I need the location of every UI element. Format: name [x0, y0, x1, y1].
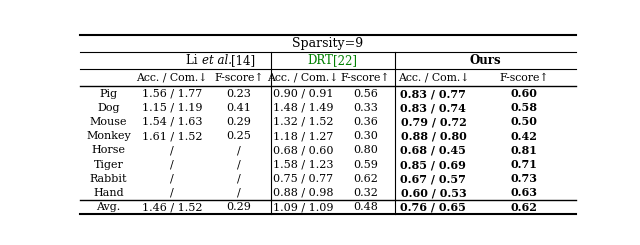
- Text: 0.50: 0.50: [511, 116, 538, 127]
- Text: F-score↑: F-score↑: [499, 73, 548, 83]
- Text: 0.83 / 0.77: 0.83 / 0.77: [401, 88, 467, 99]
- Text: 0.62: 0.62: [511, 202, 538, 213]
- Text: 0.90 / 0.91: 0.90 / 0.91: [273, 88, 333, 98]
- Text: 1.54 / 1.63: 1.54 / 1.63: [141, 117, 202, 127]
- Text: [14]: [14]: [231, 54, 255, 67]
- Text: 0.59: 0.59: [353, 159, 378, 170]
- Text: 0.88 / 0.80: 0.88 / 0.80: [401, 131, 467, 142]
- Text: Avg.: Avg.: [97, 202, 121, 212]
- Text: 0.33: 0.33: [353, 103, 378, 113]
- Text: 0.60: 0.60: [511, 88, 538, 99]
- Text: 0.76 / 0.65: 0.76 / 0.65: [401, 202, 467, 213]
- Text: 0.48: 0.48: [353, 202, 378, 212]
- Text: 0.88 / 0.98: 0.88 / 0.98: [273, 188, 333, 198]
- Text: 0.67 / 0.57: 0.67 / 0.57: [401, 173, 467, 184]
- Text: 0.81: 0.81: [511, 145, 538, 156]
- Text: 0.68 / 0.60: 0.68 / 0.60: [273, 145, 333, 155]
- Text: /: /: [170, 145, 173, 155]
- Text: 1.58 / 1.23: 1.58 / 1.23: [273, 159, 333, 170]
- Text: Horse: Horse: [92, 145, 125, 155]
- Text: /: /: [237, 145, 241, 155]
- Text: 0.80: 0.80: [353, 145, 378, 155]
- Text: 0.85 / 0.69: 0.85 / 0.69: [401, 159, 467, 170]
- Text: Pig: Pig: [99, 88, 118, 98]
- Text: Hand: Hand: [93, 188, 124, 198]
- Text: /: /: [237, 174, 241, 184]
- Text: Acc. / Com.↓: Acc. / Com.↓: [136, 73, 207, 83]
- Text: /: /: [237, 159, 241, 170]
- Text: /: /: [170, 188, 173, 198]
- Text: 1.32 / 1.52: 1.32 / 1.52: [273, 117, 333, 127]
- Text: 1.48 / 1.49: 1.48 / 1.49: [273, 103, 333, 113]
- Text: 0.36: 0.36: [353, 117, 378, 127]
- Text: Tiger: Tiger: [93, 159, 124, 170]
- Text: 1.56 / 1.77: 1.56 / 1.77: [141, 88, 202, 98]
- Text: 0.30: 0.30: [353, 131, 378, 141]
- Text: 0.75 / 0.77: 0.75 / 0.77: [273, 174, 333, 184]
- Text: et al.: et al.: [202, 54, 232, 67]
- Text: Ours: Ours: [470, 54, 501, 67]
- Text: Acc. / Com.↓: Acc. / Com.↓: [397, 73, 469, 83]
- Text: 0.41: 0.41: [227, 103, 251, 113]
- Text: 1.09 / 1.09: 1.09 / 1.09: [273, 202, 333, 212]
- Text: 0.63: 0.63: [511, 187, 538, 198]
- Text: F-score↑: F-score↑: [214, 73, 264, 83]
- Text: F-score↑: F-score↑: [340, 73, 390, 83]
- Text: 0.60 / 0.53: 0.60 / 0.53: [401, 187, 467, 198]
- Text: 1.18 / 1.27: 1.18 / 1.27: [273, 131, 333, 141]
- Text: DRT: DRT: [307, 54, 333, 67]
- Text: 0.62: 0.62: [353, 174, 378, 184]
- Text: /: /: [170, 159, 173, 170]
- Text: 0.68 / 0.45: 0.68 / 0.45: [401, 145, 467, 156]
- Text: 0.73: 0.73: [511, 173, 538, 184]
- Text: Monkey: Monkey: [86, 131, 131, 141]
- Text: 0.29: 0.29: [227, 117, 251, 127]
- Text: 0.71: 0.71: [511, 159, 538, 170]
- Text: /: /: [170, 174, 173, 184]
- Text: 0.56: 0.56: [353, 88, 378, 98]
- Text: 1.15 / 1.19: 1.15 / 1.19: [141, 103, 202, 113]
- Text: Dog: Dog: [97, 103, 120, 113]
- Text: 0.23: 0.23: [227, 88, 251, 98]
- Text: 0.58: 0.58: [511, 102, 538, 113]
- Text: [22]: [22]: [333, 54, 357, 67]
- Text: 0.29: 0.29: [227, 202, 251, 212]
- Text: Sparsity=9: Sparsity=9: [292, 37, 364, 50]
- Text: 1.46 / 1.52: 1.46 / 1.52: [141, 202, 202, 212]
- Text: Li: Li: [186, 54, 202, 67]
- Text: 0.25: 0.25: [227, 131, 251, 141]
- Text: 0.83 / 0.74: 0.83 / 0.74: [401, 102, 467, 113]
- Text: 0.79 / 0.72: 0.79 / 0.72: [401, 116, 467, 127]
- Text: 1.61 / 1.52: 1.61 / 1.52: [141, 131, 202, 141]
- Text: Rabbit: Rabbit: [90, 174, 127, 184]
- Text: 0.32: 0.32: [353, 188, 378, 198]
- Text: /: /: [237, 188, 241, 198]
- Text: Mouse: Mouse: [90, 117, 127, 127]
- Text: 0.42: 0.42: [511, 131, 538, 142]
- Text: Acc. / Com.↓: Acc. / Com.↓: [268, 73, 339, 83]
